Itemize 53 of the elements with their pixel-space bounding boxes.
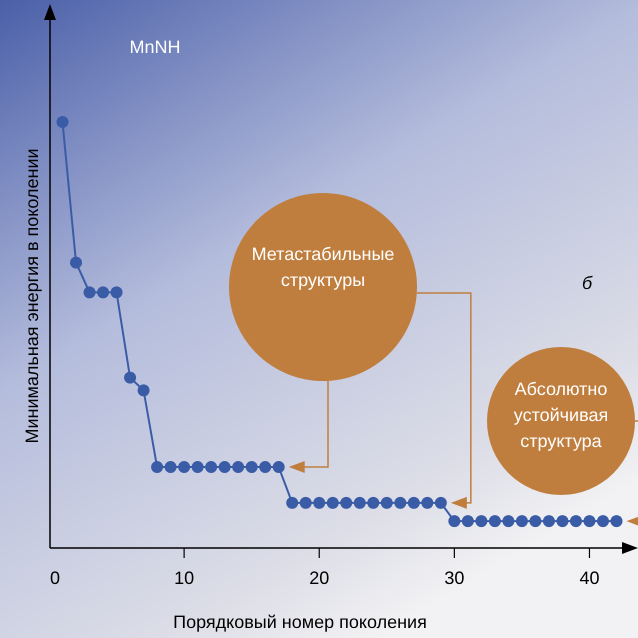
point [313, 496, 326, 509]
y-axis-title: Минимальная энергия в поколении [22, 148, 42, 444]
point [246, 461, 258, 474]
point [259, 461, 272, 474]
annotation: Метастабильные структуры [252, 244, 394, 290]
point [138, 384, 150, 396]
point [596, 515, 609, 528]
point [610, 515, 622, 528]
point [462, 515, 474, 528]
point [475, 515, 488, 528]
point [151, 461, 164, 474]
point [286, 496, 298, 509]
point [583, 515, 596, 528]
point [192, 461, 204, 474]
point [570, 515, 582, 528]
point [367, 496, 380, 509]
point [529, 515, 542, 528]
point [164, 461, 177, 474]
point [97, 286, 110, 298]
point [218, 461, 231, 474]
point [84, 286, 96, 298]
annotation: Абсолютно устойчивая структура [514, 379, 608, 451]
point [70, 256, 82, 269]
point [408, 496, 420, 509]
point [272, 461, 285, 474]
x-tick-label: 10 [174, 568, 194, 588]
point [556, 515, 568, 528]
x-tick-label: 0 [50, 568, 60, 588]
chart-title: MnNH [129, 37, 181, 57]
point [516, 515, 528, 528]
point [488, 515, 501, 528]
point [326, 496, 339, 509]
point [124, 372, 136, 384]
point [354, 496, 366, 509]
point [394, 496, 406, 509]
x-axis-title: Порядковый номер поколения [173, 612, 427, 632]
point [542, 515, 555, 528]
x-tick-label: 40 [579, 568, 600, 588]
point [232, 461, 244, 474]
x-tick-label: 20 [309, 568, 330, 588]
point [178, 461, 190, 474]
point [380, 496, 393, 509]
point [56, 116, 69, 128]
point [300, 496, 312, 509]
annotation: б [582, 273, 593, 293]
x-tick-label: 30 [444, 568, 464, 588]
point [434, 496, 447, 509]
point [448, 515, 460, 528]
point [205, 461, 218, 474]
point [502, 515, 514, 528]
point [421, 496, 434, 509]
point [110, 286, 123, 298]
point [340, 496, 352, 509]
